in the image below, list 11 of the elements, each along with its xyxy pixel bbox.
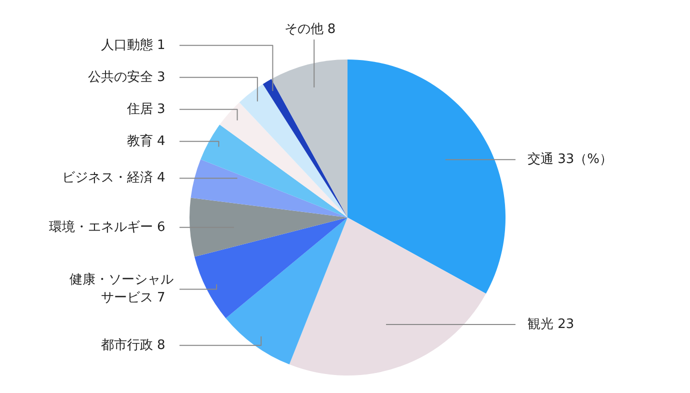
slice-label: 教育 4: [126, 132, 166, 149]
slice-label: その他 8: [284, 22, 336, 37]
slice-label: ビジネス・経済 4: [62, 170, 166, 186]
slice-label: 都市行政 8: [100, 338, 166, 353]
slice-label: 健康・ソーシャルサービス 7: [70, 272, 174, 306]
slice-label: 公共の安全 3: [88, 68, 166, 85]
slice-label: 観光 23: [528, 317, 574, 332]
slice-label: 住居 3: [126, 102, 166, 117]
slice-label: 環境・エネルギー 6: [48, 218, 166, 235]
slice-label: 交通 33（%）: [528, 151, 613, 168]
slice-label: 人口動態 1: [100, 38, 166, 53]
